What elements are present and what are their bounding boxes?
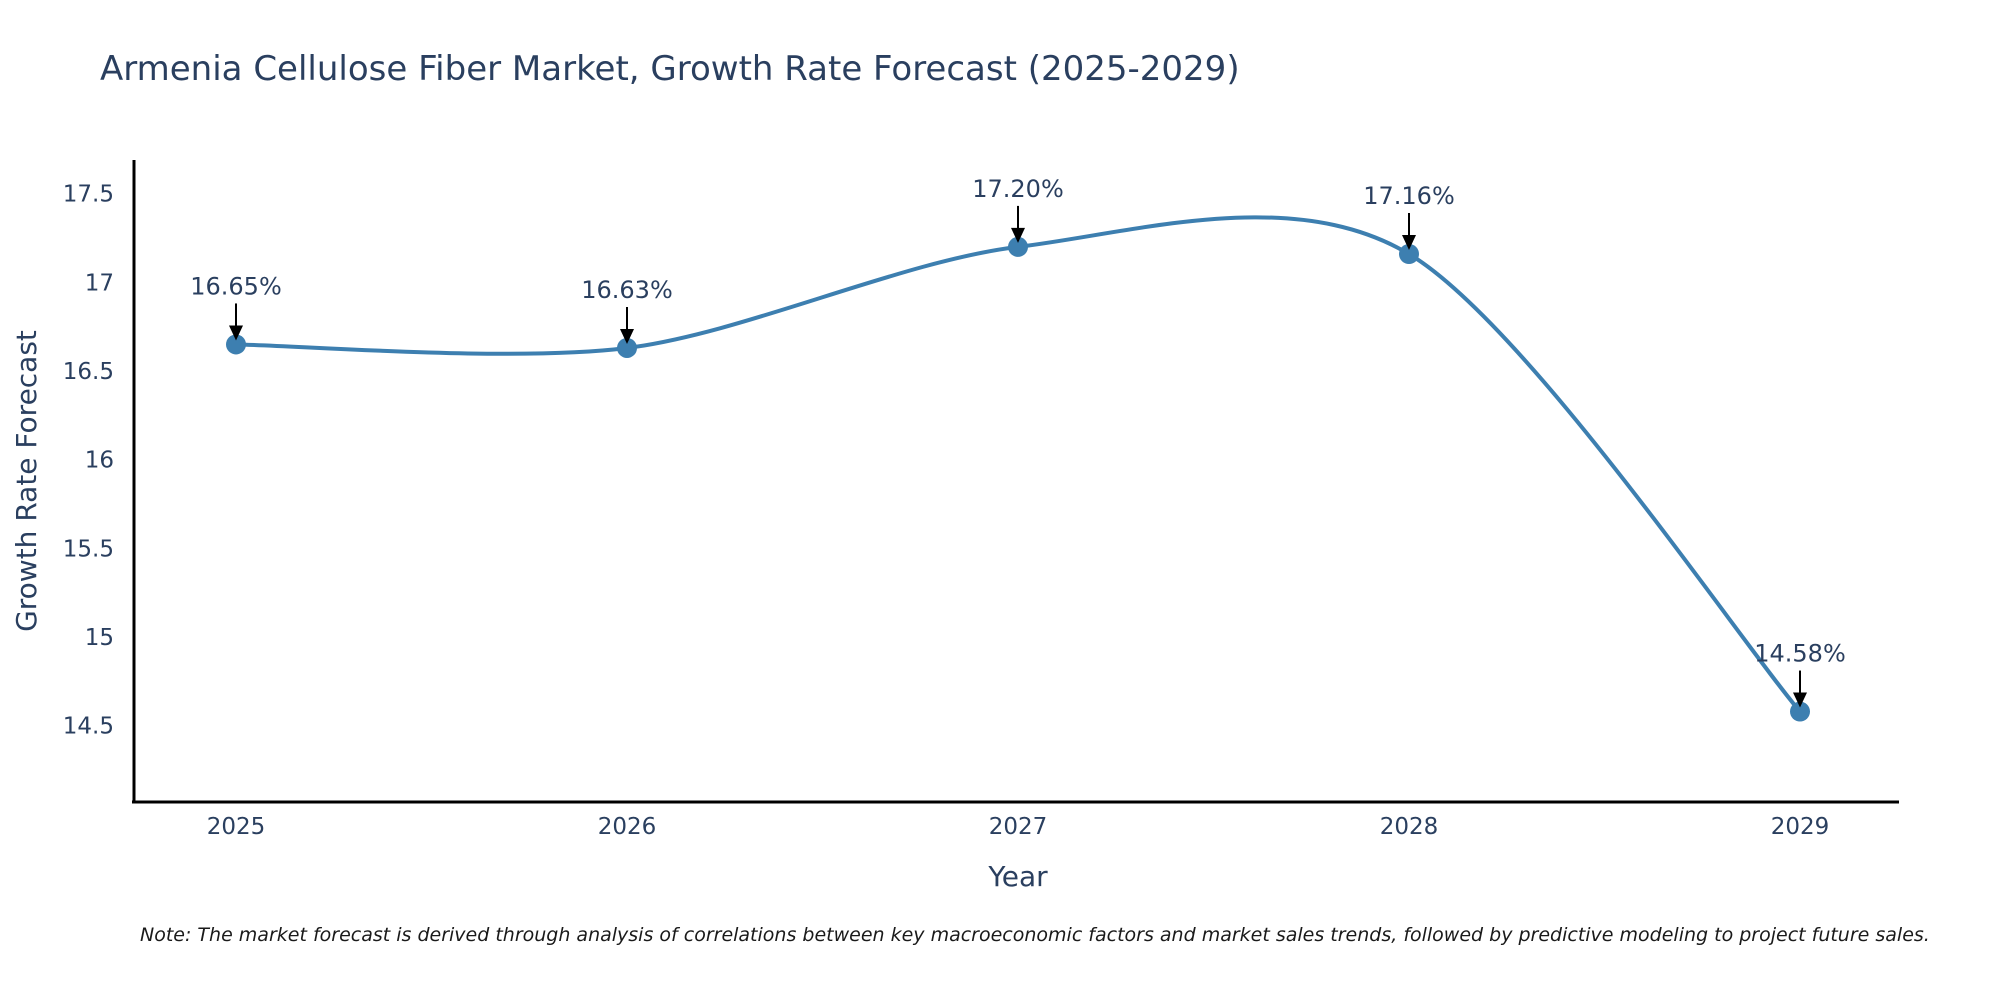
annotation-2027: 17.20%: [972, 175, 1064, 243]
chart-axes: [132, 160, 1899, 804]
x-tick-label: 2027: [989, 814, 1048, 840]
annotation-2028: 17.16%: [1363, 182, 1455, 250]
x-tick-label: 2029: [1771, 814, 1830, 840]
annotation-arrow-head: [1011, 227, 1025, 243]
forecast-note: Note: The market forecast is derived thr…: [140, 924, 1930, 946]
y-tick-label: 16.5: [63, 359, 114, 385]
data-point-2025: [226, 334, 246, 355]
data-label: 17.20%: [972, 175, 1064, 203]
annotation-arrow-head: [620, 328, 634, 344]
y-tick-label: 17: [85, 270, 114, 296]
y-axis-ticks: 14.5 15 15.5 16 16.5 17 17.5: [63, 182, 114, 740]
annotation-2026: 16.63%: [581, 276, 673, 344]
y-tick-label: 17.5: [63, 182, 114, 208]
annotation-2029: 14.58%: [1754, 640, 1846, 708]
x-tick-label: 2026: [598, 814, 657, 840]
x-tick-label: 2025: [207, 814, 266, 840]
chart-title: Armenia Cellulose Fiber Market, Growth R…: [100, 49, 1240, 89]
y-tick-label: 15.5: [63, 536, 114, 562]
data-point-2027: [1008, 236, 1028, 257]
annotation-arrow-head: [1793, 692, 1807, 708]
annotation-arrow-head: [1402, 234, 1416, 250]
data-label: 16.65%: [190, 272, 282, 300]
data-label: 17.16%: [1363, 182, 1455, 210]
data-point-2028: [1399, 243, 1419, 264]
x-tick-label: 2028: [1380, 814, 1439, 840]
data-point-2026: [617, 337, 637, 358]
annotation-layer: 16.65% 16.63% 17.20% 17.16% 14.58%: [190, 175, 1846, 708]
y-tick-label: 15: [85, 625, 114, 651]
x-axis-title: Year: [987, 860, 1048, 893]
y-tick-label: 16: [85, 448, 114, 474]
data-point-2029: [1790, 701, 1810, 722]
data-label: 14.58%: [1754, 640, 1846, 668]
data-label: 16.63%: [581, 276, 673, 304]
x-axis-ticks: 2025 2026 2027 2028 2029: [207, 814, 1830, 840]
series-layer: [226, 215, 1810, 722]
y-tick-label: 14.5: [63, 714, 114, 740]
annotation-arrow-head: [229, 325, 243, 341]
annotation-2025: 16.65%: [190, 272, 282, 341]
y-axis-title: Growth Rate Forecast: [10, 330, 43, 632]
series-line: [234, 215, 1802, 714]
